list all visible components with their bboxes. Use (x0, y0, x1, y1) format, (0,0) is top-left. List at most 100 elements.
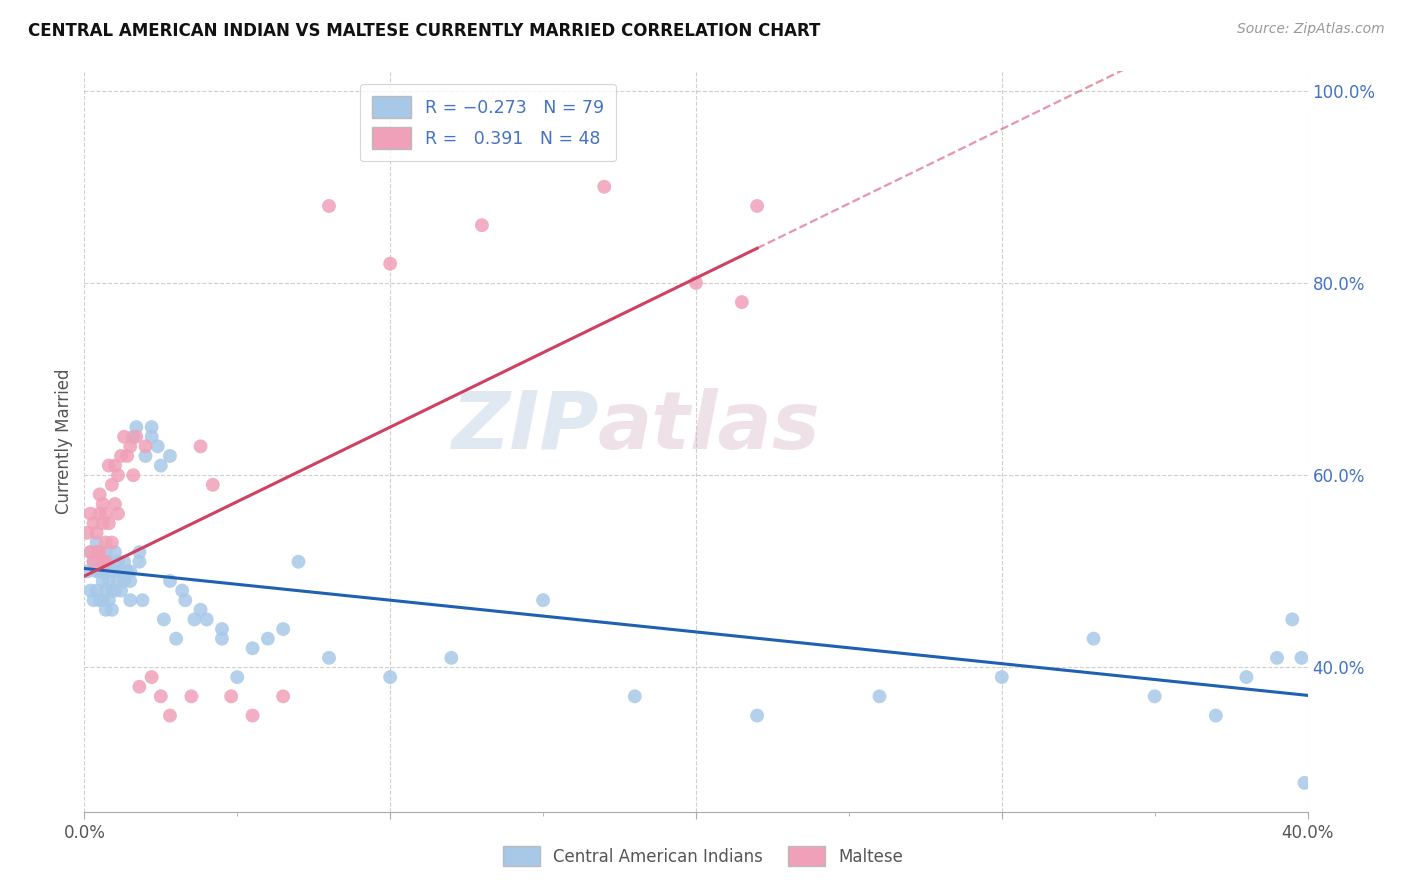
Legend: R = −0.273   N = 79, R =   0.391   N = 48: R = −0.273 N = 79, R = 0.391 N = 48 (360, 84, 616, 161)
Text: atlas: atlas (598, 388, 821, 466)
Point (79, 583, 101, 598)
Point (869, 690, 891, 704)
Point (747, 708, 769, 723)
Point (318, 651, 340, 665)
Point (76, 565, 98, 579)
Point (242, 708, 264, 723)
Point (101, 478, 124, 492)
Point (318, 199, 340, 213)
Point (91, 574, 114, 588)
Point (1265, 651, 1288, 665)
Point (104, 565, 127, 579)
Point (624, 690, 647, 704)
Point (91, 516, 114, 531)
Point (1291, 651, 1313, 665)
Point (271, 622, 294, 636)
Point (141, 670, 163, 684)
Point (76, 525, 98, 540)
Point (107, 555, 129, 569)
Point (165, 632, 187, 646)
Point (86, 583, 108, 598)
Text: Source: ZipAtlas.com: Source: ZipAtlas.com (1237, 22, 1385, 37)
Point (97, 574, 120, 588)
Point (97, 516, 120, 531)
Point (107, 574, 129, 588)
Point (110, 565, 132, 579)
Point (380, 670, 402, 684)
Point (149, 458, 172, 473)
Point (83, 516, 105, 531)
Point (159, 574, 181, 588)
Text: ZIP: ZIP (451, 388, 598, 466)
Point (190, 439, 212, 453)
Point (159, 708, 181, 723)
Point (211, 632, 233, 646)
Point (79, 545, 101, 559)
Point (1083, 632, 1105, 646)
Point (86, 535, 108, 549)
Point (101, 603, 124, 617)
Point (128, 545, 150, 559)
Point (104, 583, 127, 598)
Point (122, 468, 145, 483)
Point (242, 641, 264, 656)
Point (380, 257, 402, 271)
Point (1281, 612, 1303, 626)
Point (94, 545, 117, 559)
Point (593, 179, 616, 194)
Point (131, 593, 153, 607)
Point (141, 430, 163, 444)
Point (125, 420, 148, 434)
Point (86, 545, 108, 559)
Point (97, 593, 120, 607)
Point (120, 574, 142, 588)
Point (104, 545, 127, 559)
Point (190, 603, 212, 617)
Point (120, 565, 142, 579)
Point (94, 603, 117, 617)
Point (91, 555, 114, 569)
Point (91, 497, 114, 511)
Point (97, 458, 120, 473)
Point (94, 535, 117, 549)
Point (685, 276, 707, 290)
Point (219, 690, 242, 704)
Point (128, 680, 150, 694)
Point (135, 439, 157, 453)
Point (172, 583, 194, 598)
Point (94, 507, 117, 521)
Point (86, 525, 108, 540)
Point (83, 555, 105, 569)
Point (122, 430, 145, 444)
Point (149, 690, 172, 704)
Point (1143, 690, 1166, 704)
Point (107, 507, 129, 521)
Point (110, 449, 132, 463)
Point (91, 555, 114, 569)
Point (89, 545, 111, 559)
Point (180, 690, 202, 704)
Point (141, 420, 163, 434)
Point (101, 583, 124, 598)
Point (91, 593, 114, 607)
Point (89, 593, 111, 607)
Point (101, 565, 124, 579)
Point (128, 555, 150, 569)
Point (183, 612, 205, 626)
Point (1236, 670, 1258, 684)
Point (86, 565, 108, 579)
Point (120, 439, 142, 453)
Point (731, 295, 754, 310)
Point (287, 555, 309, 569)
Point (104, 497, 127, 511)
Point (201, 478, 224, 492)
Point (471, 218, 494, 232)
Point (101, 535, 124, 549)
Point (146, 439, 169, 453)
Point (79, 545, 101, 559)
Point (747, 199, 769, 213)
Legend: Central American Indians, Maltese: Central American Indians, Maltese (495, 838, 911, 875)
Point (79, 507, 101, 521)
Point (991, 670, 1014, 684)
Point (195, 612, 218, 626)
